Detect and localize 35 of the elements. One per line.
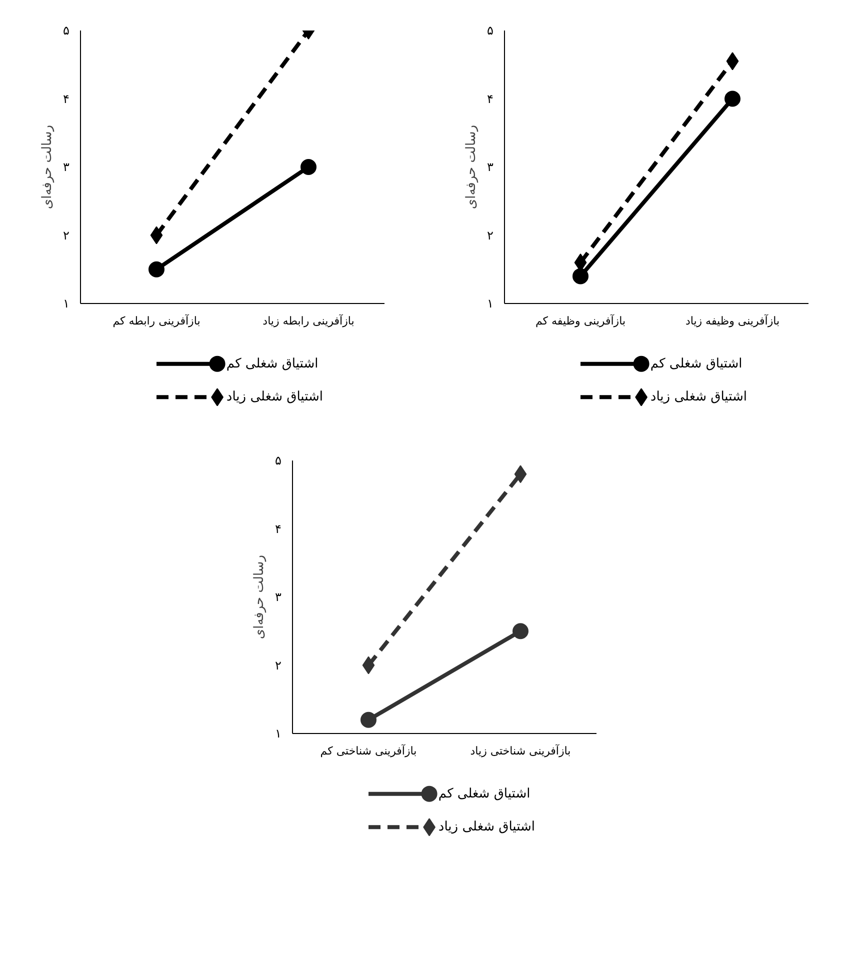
x-tick-label: بازآفرینی رابطه کم [112,314,200,328]
y-axis-title: رسالت حرفه‌ای [252,554,268,640]
y-tick-label: ۳ [487,160,494,174]
y-tick-label: ۵ [63,24,70,38]
legend-label: اشتیاق شغلی کم [438,786,530,802]
y-tick-label: ۱ [487,296,494,310]
x-tick-label: بازآفرینی وظیفه کم [535,314,626,328]
y-axis-title: رسالت حرفه‌ای [464,124,480,210]
x-tick-label: بازآفرینی شناختی زیاد [470,744,571,758]
legend-label: اشتیاق شغلی کم [226,356,318,372]
y-tick-label: ۲ [275,658,282,672]
y-tick-label: ۳ [275,590,282,604]
x-tick-label: بازآفرینی رابطه زیاد [262,314,354,328]
y-tick-label: ۴ [275,522,282,536]
point [360,712,376,728]
y-tick-label: ۳ [63,160,70,174]
point [512,623,528,640]
legend-label: اشتیاق شغلی زیاد [650,390,748,405]
legend-label: اشتیاق شغلی کم [650,356,742,372]
y-tick-label: ۵ [487,24,494,38]
point [724,90,740,107]
y-axis-title: رسالت حرفه‌ای [40,124,56,210]
y-tick-label: ۴ [487,92,494,106]
point [148,261,164,278]
y-tick-label: ۵ [275,454,282,468]
point [572,268,588,284]
y-tick-label: ۲ [63,228,70,242]
y-tick-label: ۱ [63,296,70,310]
x-tick-label: بازآفرینی وظیفه زیاد [685,314,780,328]
legend-label: اشتیاق شغلی زیاد [438,820,536,835]
x-tick-label: بازآفرینی شناختی کم [320,744,417,758]
y-tick-label: ۲ [487,228,494,242]
y-tick-label: ۱ [275,726,282,740]
y-tick-label: ۴ [63,92,70,106]
legend-label: اشتیاق شغلی زیاد [226,390,324,405]
